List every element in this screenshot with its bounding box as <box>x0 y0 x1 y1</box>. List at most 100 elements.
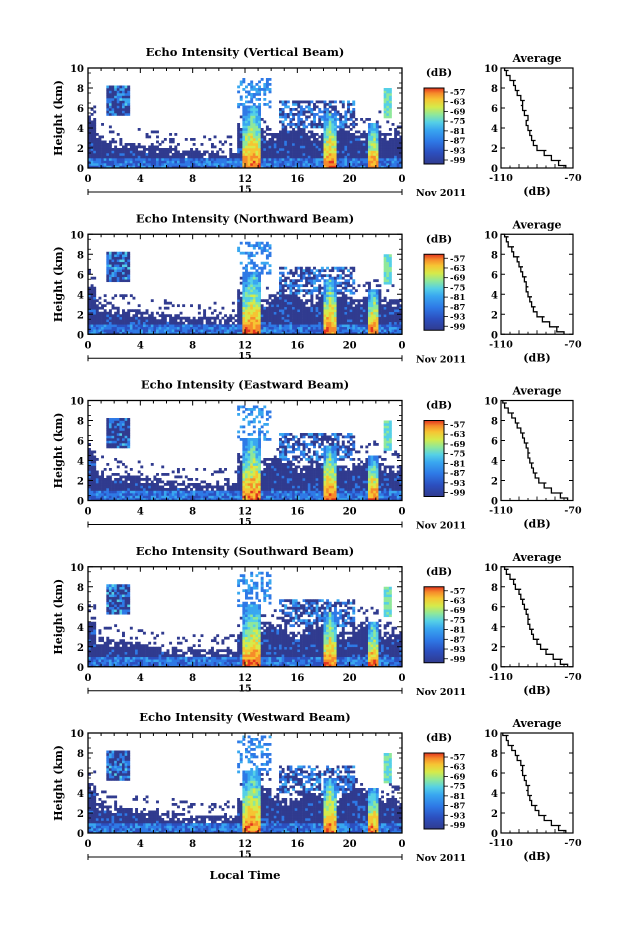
echo-cell <box>286 150 290 154</box>
echo-cell <box>210 473 214 476</box>
echo-cell <box>124 274 128 278</box>
echo-cell <box>234 470 238 474</box>
echo-cell <box>320 158 324 161</box>
echo-cell <box>101 123 104 126</box>
echo-cell <box>88 296 91 300</box>
echo-cell <box>106 256 110 260</box>
echo-cell <box>224 468 227 471</box>
echo-cell <box>299 130 303 134</box>
echo-cell <box>111 423 115 426</box>
echo-cell <box>108 130 112 134</box>
echo-cell <box>250 294 254 298</box>
echo-cell <box>252 110 256 114</box>
echo-cell <box>114 158 118 161</box>
echo-cell <box>260 261 264 265</box>
echo-cell <box>184 490 188 494</box>
echo-cell <box>237 155 241 159</box>
echo-cell <box>88 319 91 323</box>
echo-cell <box>294 301 298 305</box>
echo-cell <box>373 319 377 323</box>
echo-cell <box>242 498 246 501</box>
echo-cell <box>148 483 152 486</box>
echo-cell <box>281 153 285 156</box>
echo-cell <box>344 296 348 300</box>
echo-cell <box>103 309 107 313</box>
echo-cell <box>373 140 377 144</box>
echo-cell <box>176 165 180 169</box>
echo-cell <box>258 155 261 159</box>
echo-cell <box>137 150 141 154</box>
echo-cell <box>258 98 261 101</box>
echo-cell <box>328 150 332 154</box>
echo-cell <box>310 311 314 315</box>
echo-cell <box>367 153 371 156</box>
echo-cell <box>299 299 303 303</box>
echo-cell <box>200 160 204 164</box>
echo-cell <box>341 331 345 335</box>
echo-cell <box>237 493 241 496</box>
echo-cell <box>93 165 97 169</box>
echo-cell <box>114 440 118 444</box>
echo-cell <box>279 140 282 144</box>
echo-cell <box>111 428 115 431</box>
echo-cell <box>255 274 259 278</box>
echo-cell <box>171 493 175 496</box>
echo-cell <box>124 110 128 114</box>
echo-cell <box>362 314 366 318</box>
echo-cell <box>326 128 330 131</box>
echo-cell <box>299 145 303 149</box>
echo-cell <box>313 105 316 109</box>
echo-cell <box>344 150 348 154</box>
echo-cell <box>252 329 256 333</box>
echo-cell <box>114 153 118 156</box>
echo-cell <box>320 314 324 318</box>
echo-cell <box>310 150 314 154</box>
echo-cell <box>142 165 146 169</box>
echo-cell <box>124 276 128 280</box>
echo-cell <box>213 155 217 159</box>
echo-cell <box>250 153 254 156</box>
echo-cell <box>88 133 91 136</box>
echo-cell <box>171 304 175 308</box>
echo-cell <box>221 470 225 474</box>
echo-cell <box>122 264 125 268</box>
echo-cell <box>245 158 248 161</box>
echo-cell <box>242 113 246 116</box>
echo-cell <box>273 331 277 335</box>
echo-cell <box>166 495 170 499</box>
echo-cell <box>205 319 209 323</box>
echo-cell <box>388 306 392 310</box>
echo-cell <box>299 123 303 126</box>
echo-cell <box>174 324 178 328</box>
echo-cell <box>197 158 201 161</box>
echo-cell <box>305 279 309 283</box>
echo-cell <box>250 271 254 275</box>
echo-cell <box>326 321 330 325</box>
echo-cell <box>388 113 392 116</box>
echo-cell <box>292 326 296 330</box>
echo-cell <box>386 269 390 273</box>
y-tick-label: 10 <box>70 230 84 241</box>
echo-cell <box>242 135 246 139</box>
echo-cell <box>349 113 353 116</box>
echo-cell <box>318 291 322 295</box>
echo-cell <box>190 158 193 161</box>
echo-cell <box>315 165 319 169</box>
echo-cell <box>200 490 204 494</box>
echo-cell <box>98 153 102 156</box>
echo-cell <box>284 113 288 116</box>
echo-cell <box>260 271 264 275</box>
echo-cell <box>148 145 152 149</box>
echo-cell <box>271 163 275 166</box>
echo-cell <box>299 301 303 305</box>
echo-cell <box>339 326 343 330</box>
echo-cell <box>349 306 353 310</box>
echo-cell <box>284 115 288 119</box>
echo-cell <box>250 120 254 124</box>
echo-cell <box>250 316 254 320</box>
echo-cell <box>169 155 173 159</box>
echo-cell <box>237 289 241 293</box>
echo-cell <box>388 163 392 166</box>
echo-cell <box>315 319 319 323</box>
echo-cell <box>119 495 123 499</box>
